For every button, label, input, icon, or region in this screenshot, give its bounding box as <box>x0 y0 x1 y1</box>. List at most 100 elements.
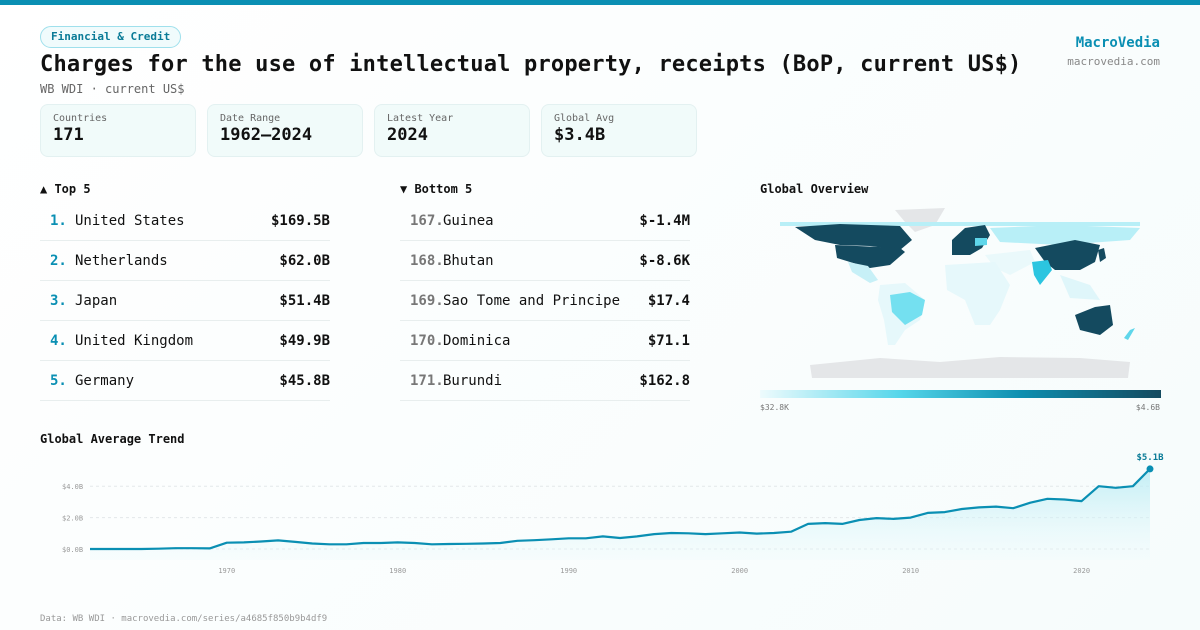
rank: 3. <box>50 292 67 309</box>
map-brazil[interactable] <box>890 292 925 325</box>
x-tick-label: 1990 <box>560 567 577 575</box>
top-accent-bar <box>0 0 1200 5</box>
source: WB WDI <box>72 614 106 624</box>
map-china[interactable] <box>1035 240 1100 270</box>
map-heading: Global Overview <box>760 182 869 196</box>
value: $49.9B <box>279 332 330 349</box>
stat-countries: Countries 171 <box>40 104 196 157</box>
trend-line <box>90 468 1151 551</box>
map-greenland[interactable] <box>895 208 945 232</box>
list-item[interactable]: 167. Guinea $-1.4M <box>400 201 690 241</box>
trend-chart: $0.0B $2.0B $4.0B 1970 1980 1990 2000 2010 2020 $… <box>62 453 1164 575</box>
bottom5-heading: ▼ Bottom 5 <box>400 182 473 196</box>
stat-label: Date Range <box>220 113 281 124</box>
value: $-1.4M <box>639 212 690 229</box>
rank: 170. <box>410 332 444 349</box>
stat-label: Latest Year <box>387 113 454 124</box>
brand: MacroVedia macrovedia.com <box>1067 35 1160 68</box>
scale-min-label: $32.8K <box>760 403 789 412</box>
trend-heading: Global Average Trend <box>40 432 185 446</box>
map-mexico[interactable] <box>848 262 878 283</box>
map-united-states[interactable] <box>835 245 905 268</box>
country-name: United States <box>75 212 185 229</box>
brand-url[interactable]: macrovedia.com <box>1067 55 1160 68</box>
x-tick-label: 1970 <box>218 567 235 575</box>
color-scale-bar <box>760 390 1161 398</box>
map-japan[interactable] <box>1098 248 1106 262</box>
stat-date-range: Date Range 1962–2024 <box>207 104 363 157</box>
footer-source: Data: WB WDI · macrovedia.com/series/a46… <box>40 614 328 624</box>
x-tick-label: 2000 <box>731 567 748 575</box>
value: $71.1 <box>647 332 690 349</box>
rank: 167. <box>410 212 444 229</box>
country-name: Sao Tome and Principe <box>443 292 621 309</box>
end-point <box>1146 465 1154 473</box>
value: $-8.6K <box>639 252 690 269</box>
list-item[interactable]: 5. Germany $45.8B <box>40 361 330 401</box>
list-item[interactable]: 171. Burundi $162.8 <box>400 361 690 401</box>
stat-label: Countries <box>53 113 108 124</box>
map-canada[interactable] <box>795 224 912 250</box>
map-arctic-band <box>780 222 1140 226</box>
map-antarctica[interactable] <box>810 357 1130 378</box>
list-item[interactable]: 169. Sao Tome and Principe $17.4 <box>400 281 690 321</box>
country-name: Dominica <box>443 332 511 349</box>
page-subtitle: WB WDI · current US$ <box>40 82 185 96</box>
world-map <box>780 208 1140 378</box>
bottom5-list: 167. Guinea $-1.4M 168. Bhutan $-8.6K 169. Sao … <box>400 201 690 401</box>
x-tick-label: 1980 <box>389 567 406 575</box>
x-tick-label: 2010 <box>902 567 919 575</box>
scale-max-label: $4.6B <box>1135 403 1160 412</box>
page-title: Charges for the use of intellectual prop… <box>40 52 1022 77</box>
list-item[interactable]: 170. Dominica $71.1 <box>400 321 690 361</box>
rank: 4. <box>50 332 67 349</box>
list-item[interactable]: 4. United Kingdom $49.9B <box>40 321 330 361</box>
map-africa[interactable] <box>945 262 1010 325</box>
map-russia[interactable] <box>990 225 1140 245</box>
y-tick-label: $2.0B <box>62 515 83 523</box>
country-name: Guinea <box>443 212 494 229</box>
rank: 171. <box>410 372 444 389</box>
country-name: Bhutan <box>443 252 494 269</box>
map-new-zealand[interactable] <box>1124 328 1135 340</box>
country-name: Japan <box>75 292 118 309</box>
x-tick-label: 2020 <box>1073 567 1090 575</box>
rank: 2. <box>50 252 67 269</box>
end-value-label: $5.1B <box>1136 453 1164 463</box>
map-india[interactable] <box>1032 260 1052 285</box>
stat-value: 171 <box>53 125 84 145</box>
stat-global-avg: Global Avg $3.4B <box>541 104 697 157</box>
trend-area <box>90 468 1150 560</box>
value: $162.8 <box>639 372 690 389</box>
value: $62.0B <box>279 252 330 269</box>
stat-value: 2024 <box>387 125 428 145</box>
value: $51.4B <box>279 292 330 309</box>
stat-value: 1962–2024 <box>220 125 313 145</box>
rank: 1. <box>50 212 67 229</box>
y-tick-label: $4.0B <box>62 483 83 491</box>
value: $45.8B <box>279 372 330 389</box>
country-name: Germany <box>75 372 135 389</box>
map-europe[interactable] <box>952 225 990 255</box>
top5-list: 1. United States $169.5B 2. Netherlands $62.0… <box>40 201 330 401</box>
list-item[interactable]: 2. Netherlands $62.0B <box>40 241 330 281</box>
rank: 5. <box>50 372 67 389</box>
list-item[interactable]: 168. Bhutan $-8.6K <box>400 241 690 281</box>
map-southeast-asia[interactable] <box>1060 275 1100 300</box>
country-name: United Kingdom <box>75 332 194 349</box>
map-australia[interactable] <box>1075 305 1113 335</box>
list-item[interactable]: 3. Japan $51.4B <box>40 281 330 321</box>
country-name: Burundi <box>443 372 503 389</box>
country-name: Netherlands <box>75 252 168 269</box>
series-link[interactable]: macrovedia.com/series/a4685f850b9b4df9 <box>121 614 328 624</box>
value: $169.5B <box>270 212 330 229</box>
y-tick-label: $0.0B <box>62 546 83 554</box>
rank: 169. <box>410 292 444 309</box>
rank: 168. <box>410 252 444 269</box>
top5-heading: ▲ Top 5 <box>40 182 91 196</box>
map-poland[interactable] <box>975 238 987 246</box>
category-badge[interactable]: Financial & Credit <box>40 26 182 48</box>
value: $17.4 <box>647 292 690 309</box>
brand-name[interactable]: MacroVedia <box>1075 35 1160 51</box>
list-item[interactable]: 1. United States $169.5B <box>40 201 330 241</box>
